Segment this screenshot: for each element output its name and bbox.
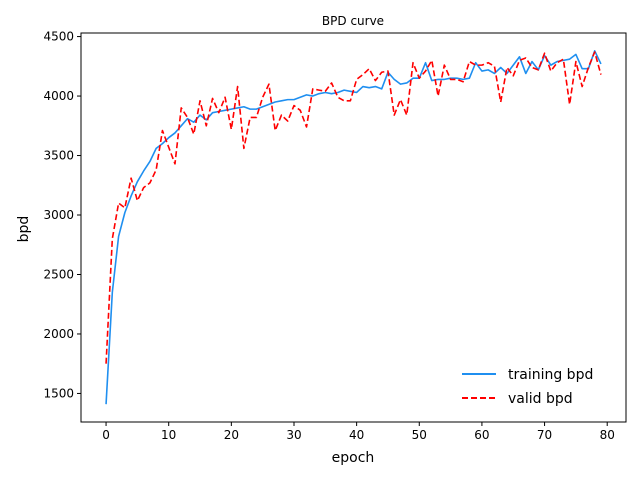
y-tick-label: 3000 [43, 208, 74, 222]
plot-area: 0 10 20 30 40 50 60 70 80 1500 2000 2500 3000 3500 400… [43, 30, 627, 442]
legend-label-1: valid bpd [508, 391, 573, 407]
y-tick-label: 4000 [43, 89, 74, 103]
x-tick-label: 40 [349, 428, 364, 442]
x-axis-label: epoch [332, 450, 375, 466]
legend-label-0: training bpd [508, 367, 593, 383]
y-tick-label: 2000 [43, 327, 74, 341]
x-tick-label: 70 [537, 428, 552, 442]
series-line-1 [105, 51, 602, 364]
x-tick-label: 20 [224, 428, 239, 442]
chart-title: BPD curve [322, 14, 384, 28]
legend: training bpd valid bpd [462, 367, 593, 407]
series-line-0 [105, 50, 602, 405]
x-tick-label: 10 [161, 428, 176, 442]
x-tick-label: 60 [474, 428, 489, 442]
y-tick-label: 3500 [43, 149, 74, 163]
y-tick-label: 1500 [43, 386, 74, 400]
y-tick-label: 4500 [43, 30, 74, 44]
y-tick-label: 2500 [43, 267, 74, 281]
x-tick-label: 0 [102, 428, 110, 442]
y-axis-label: bpd [16, 216, 32, 243]
x-tick-label: 80 [600, 428, 615, 442]
plot-frame [80, 32, 627, 423]
x-tick-label: 30 [286, 428, 301, 442]
x-tick-label: 50 [412, 428, 427, 442]
